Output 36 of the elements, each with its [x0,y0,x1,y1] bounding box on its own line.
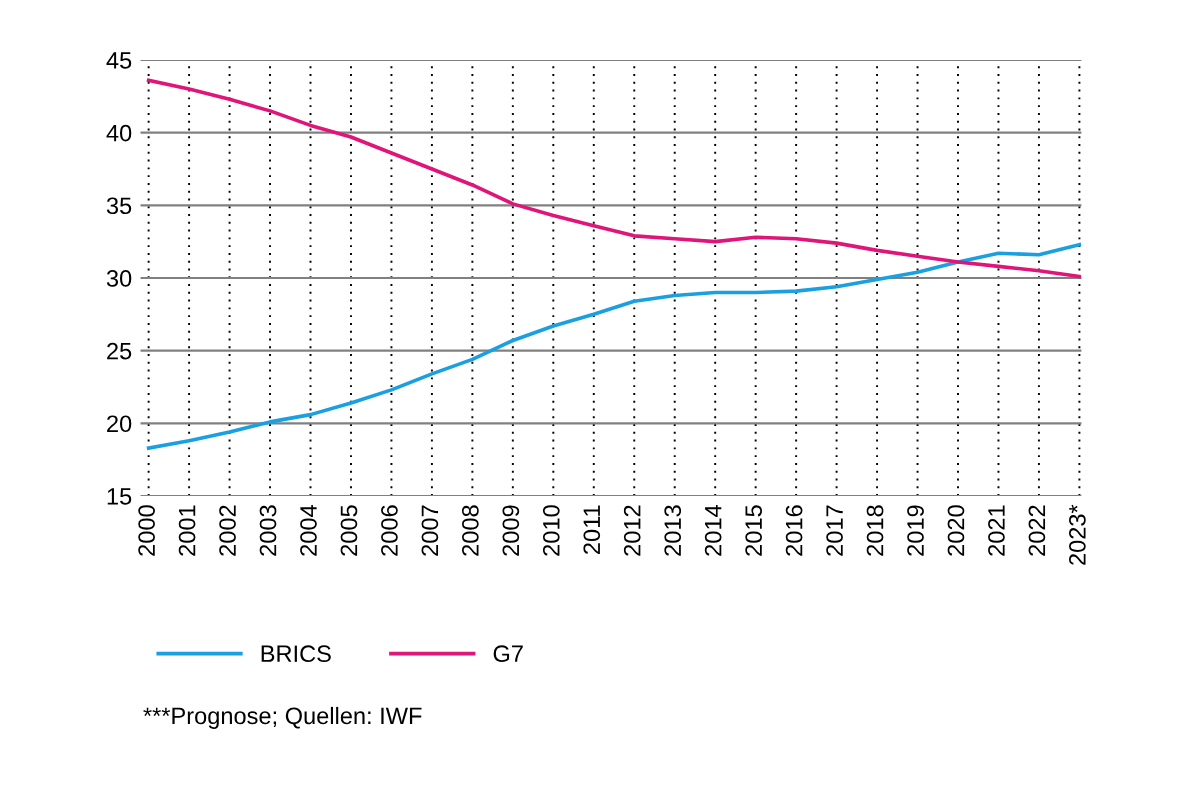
x-tick-label: 2017 [826,505,843,556]
line-series [146,242,1082,450]
x-tick-label: 2023* [1069,504,1086,565]
y-tick-label: 30 [106,270,132,287]
x-tick-label: 2009 [502,505,520,556]
x-tick-label: 2006 [381,505,398,556]
x-tick-label: 2018 [866,505,884,556]
x-tick-label: 2014 [704,505,722,556]
x-tick-label: 2019 [907,505,924,556]
x-tick-label: 2011 [583,505,601,554]
x-tick-label: 2000 [138,505,155,556]
x-tick-label: 2004 [300,505,317,556]
y-tick-label: 20 [107,415,132,433]
x-tick-label: 2022 [1028,505,1046,556]
x-tick-label: 2012 [623,505,641,556]
legend-label: G7 [493,645,523,663]
y-tick-label: 25 [107,342,132,360]
x-tick-label: 2015 [745,505,762,556]
x-tick-label: 2001 [178,505,196,556]
y-tick-label: 40 [106,124,132,142]
x-tick-label: 2007 [421,505,439,556]
x-tick-label: 2003 [259,505,277,556]
x-tick-label: 2021 [988,505,1005,556]
x-tick-label: 2016 [785,505,803,556]
x-tick-label: 2002 [219,505,236,556]
y-tick-label: 15 [107,488,132,505]
legend-label: BRICS [261,645,331,663]
x-tick-label: 2010 [542,505,560,556]
x-tick-label: 2008 [462,505,479,556]
line-series [146,78,1082,279]
y-tick-label: 35 [106,197,132,215]
y-tick-label: 45 [106,52,132,69]
x-tick-label: 2013 [664,505,682,556]
x-tick-label: 2020 [947,505,965,556]
x-tick-label: 2005 [340,505,358,556]
text: ***Prognose; Quellen: IWF [143,706,422,729]
